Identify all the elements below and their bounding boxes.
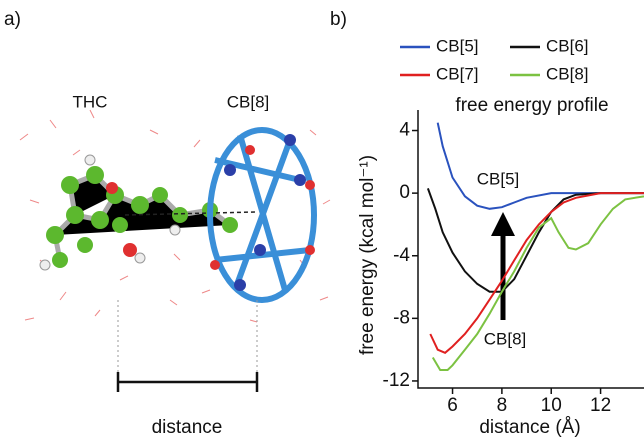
legend-label: CB[8] xyxy=(546,64,589,83)
y-tick-label: -4 xyxy=(393,245,410,266)
x-tick-label: 8 xyxy=(497,395,508,416)
y-axis-label: free energy (kcal mol⁻¹) xyxy=(357,155,378,355)
series-line xyxy=(426,188,644,293)
y-tick-label: 4 xyxy=(399,120,410,141)
y-tick-label: -12 xyxy=(383,370,410,391)
legend-label: CB[7] xyxy=(436,64,479,83)
legend-label: CB[6] xyxy=(546,36,589,55)
annotation: CB[5] xyxy=(477,169,520,188)
annotation: CB[8] xyxy=(484,329,527,348)
series-line xyxy=(429,192,644,354)
series-line xyxy=(431,195,644,371)
series-line xyxy=(436,122,644,210)
chart-title: free energy profile xyxy=(455,95,608,116)
x-tick-label: 10 xyxy=(541,395,562,416)
molecule-label: CB[8] xyxy=(227,92,270,111)
plot-area xyxy=(426,122,644,371)
distance-label: distance xyxy=(152,417,223,438)
x-axis-label: distance (Å) xyxy=(479,417,580,438)
axes xyxy=(417,110,644,389)
y-tick-label: 0 xyxy=(399,182,410,203)
panel-label: a) xyxy=(4,9,21,30)
arrow xyxy=(491,212,515,320)
x-tick-label: 12 xyxy=(590,395,611,416)
y-tick-label: -8 xyxy=(393,307,410,328)
molecule-illustration xyxy=(19,109,331,392)
x-tick-label: 6 xyxy=(447,395,458,416)
molecule-label: THC xyxy=(73,92,108,111)
legend-label: CB[5] xyxy=(436,36,479,55)
panel-label: b) xyxy=(330,9,347,30)
